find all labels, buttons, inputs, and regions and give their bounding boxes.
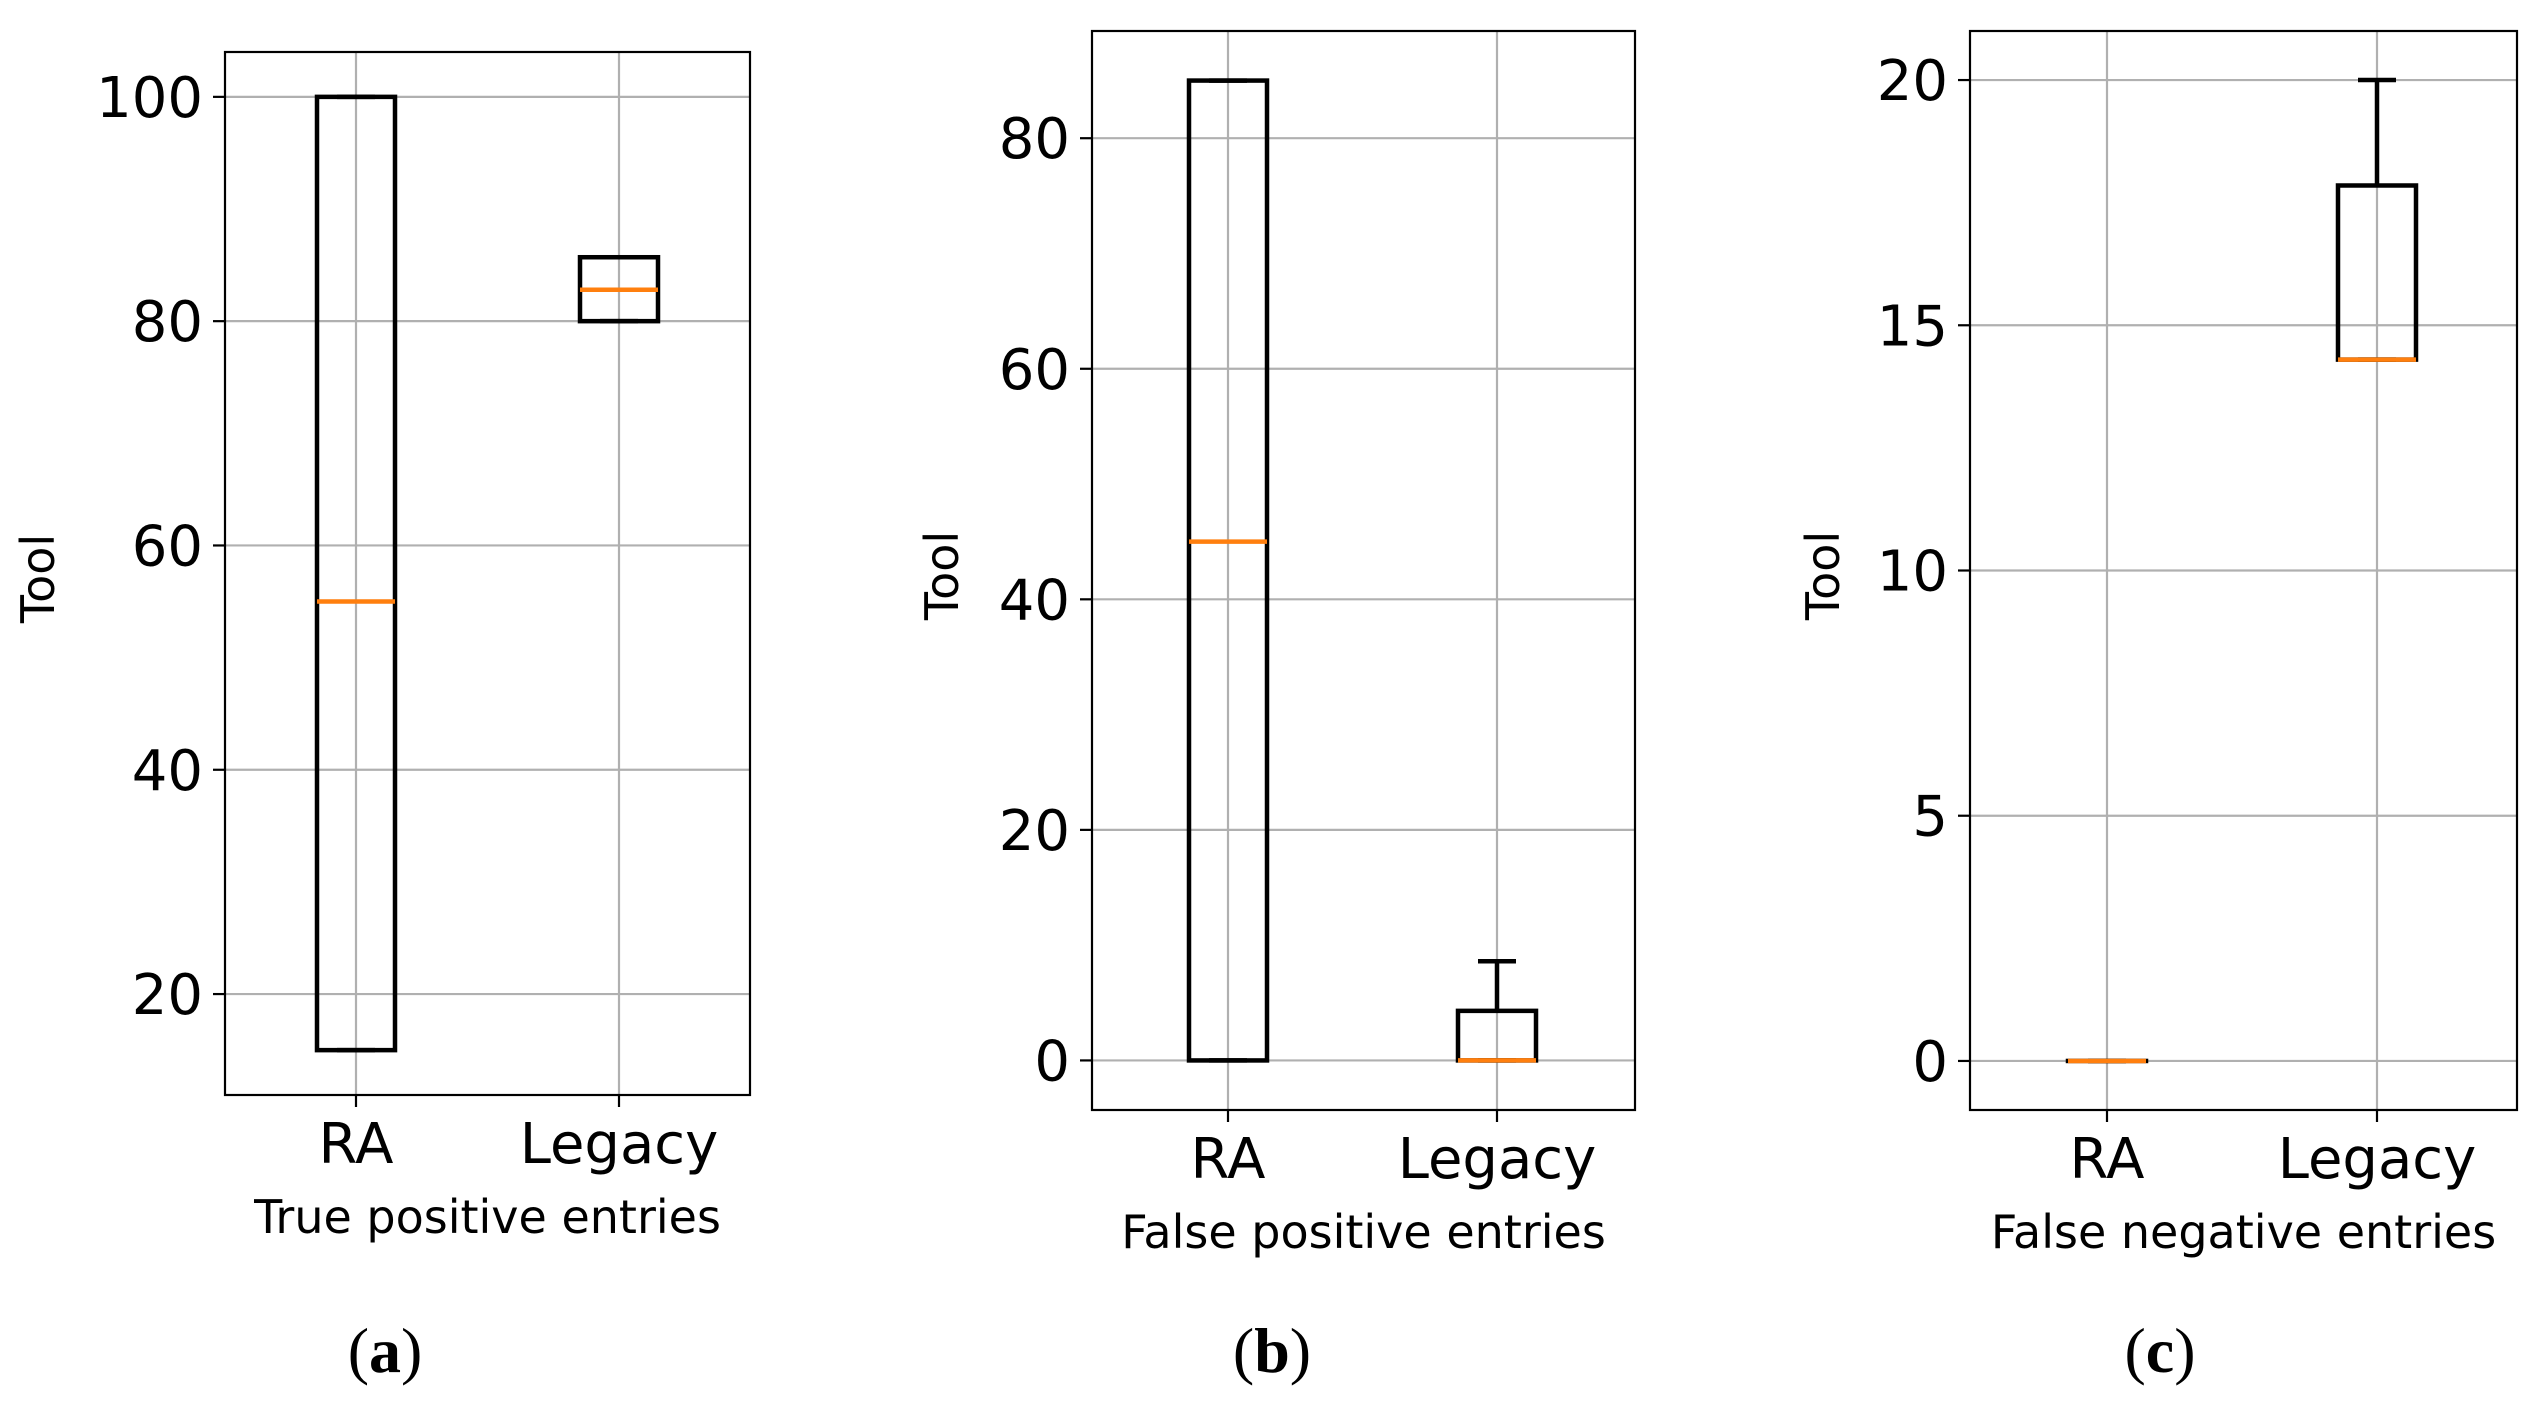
x-axis-label: False negative entries (1991, 1205, 2496, 1259)
box-ra (1186, 78, 1270, 1063)
panel-label-open: ( (348, 1315, 369, 1386)
y-tick-label: 80 (999, 107, 1070, 172)
y-tick-label: 20 (132, 963, 203, 1028)
box-legacy (1455, 959, 1539, 1063)
y-tick-label: 10 (1877, 540, 1948, 605)
x-tick-label: RA (1191, 1127, 1266, 1192)
box-body (1186, 78, 1270, 1063)
y-tick-label: 40 (132, 739, 203, 804)
subplot-a: 20 40 60 80 100 RA Legacy Tool True positive ent… (11, 50, 752, 1386)
y-tick-label: 60 (999, 338, 1070, 403)
y-tick-label: 5 (1912, 785, 1948, 850)
panel-label-letter: c (2146, 1315, 2174, 1386)
y-axis-label: Tool (915, 531, 969, 621)
panel-label: (c) (2124, 1315, 2195, 1386)
y-tick-label: 80 (132, 290, 203, 355)
axes-frame (1968, 29, 2519, 1112)
panel-label-close: ) (1290, 1315, 1311, 1386)
panel-label-letter: a (369, 1315, 401, 1386)
x-tick-label: Legacy (1398, 1127, 1596, 1192)
y-tick-label: 0 (1034, 1029, 1070, 1094)
x-tick-label: Legacy (520, 1112, 718, 1177)
x-tick-label: RA (2070, 1127, 2145, 1192)
y-tick-label: 0 (1912, 1030, 1948, 1095)
panel-label-letter: b (1254, 1315, 1290, 1386)
box-legacy (577, 254, 661, 324)
subplot-b: 0 20 40 60 80 RA Legacy Tool False positive entr… (915, 29, 1637, 1386)
y-tick-label: 15 (1877, 294, 1948, 359)
box-ra (314, 94, 398, 1053)
panel-label-close: ) (2174, 1315, 2195, 1386)
y-tick-label: 100 (96, 66, 203, 131)
y-axis-label: Tool (11, 534, 65, 624)
x-axis-label: False positive entries (1121, 1205, 1606, 1259)
y-tick-label: 60 (132, 514, 203, 579)
y-tick-label: 20 (999, 799, 1070, 864)
x-tick-label: Legacy (2278, 1127, 2476, 1192)
x-axis-label: True positive entries (253, 1190, 721, 1244)
panel-label-close: ) (401, 1315, 422, 1386)
box-body (314, 94, 398, 1053)
y-axis-label: Tool (1796, 531, 1850, 621)
axes-frame (1090, 29, 1637, 1112)
y-tick-label: 40 (999, 568, 1070, 633)
panel-label: (b) (1233, 1315, 1311, 1386)
x-tick-label: RA (319, 1112, 394, 1177)
panel-label-open: ( (1233, 1315, 1254, 1386)
subplot-c: 0 5 10 15 20 RA Legacy Tool False negative entri… (1796, 29, 2519, 1386)
panel-label: (a) (348, 1315, 423, 1386)
axes-frame (223, 50, 752, 1097)
box-legacy (2335, 77, 2419, 362)
y-tick-label: 20 (1877, 49, 1948, 114)
panel-label-open: ( (2124, 1315, 2145, 1386)
